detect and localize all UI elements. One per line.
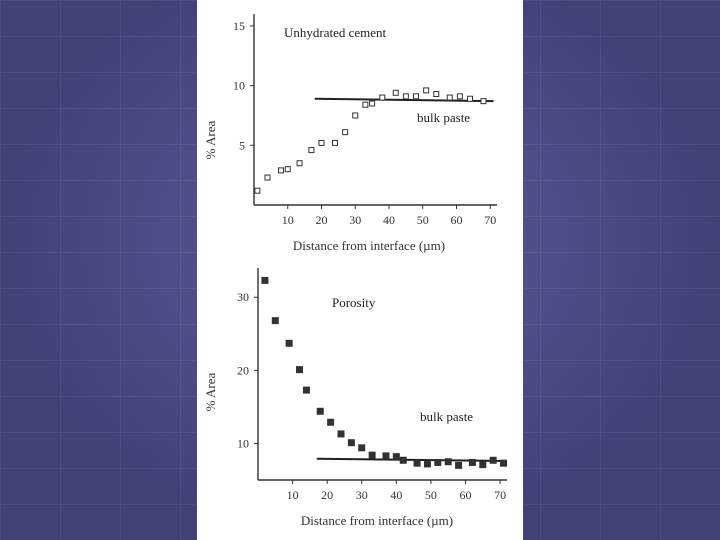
- unhydrated-cement-chart: 5 10 15 10 20 30 40 50 60 70 % Area Distance fro…: [203, 14, 497, 253]
- chart2-data-point: [423, 460, 431, 468]
- chart2-data-point: [316, 407, 324, 415]
- chart1-data-point: [402, 93, 409, 100]
- chart1-data-point: [296, 160, 303, 167]
- chart2-data-point: [347, 439, 355, 447]
- chart1-data-point: [480, 98, 487, 105]
- chart1-x-tick-label: 50: [417, 213, 429, 227]
- chart1-x-axis-label: Distance from interface (µm): [293, 238, 445, 253]
- chart2-x-tick-label: 70: [494, 488, 506, 502]
- chart2-x-ticks: 10 20 30 40 50 60 70: [287, 480, 506, 502]
- chart1-x-tick-label: 70: [484, 213, 496, 227]
- chart1-y-ticks: 5 10 15: [233, 19, 254, 152]
- chart1-data-points: [254, 87, 487, 194]
- chart2-x-tick-label: 60: [460, 488, 472, 502]
- chart1-data-point: [342, 129, 349, 136]
- chart1-data-point: [362, 101, 369, 108]
- chart2-data-point: [271, 317, 279, 325]
- chart2-x-tick-label: 10: [287, 488, 299, 502]
- chart2-data-point: [368, 451, 376, 459]
- chart2-y-axis-label: % Area: [203, 372, 218, 411]
- chart2-y-tick-label: 10: [237, 436, 249, 450]
- chart2-data-point: [296, 366, 303, 374]
- chart1-y-tick-label: 15: [233, 19, 245, 33]
- chart1-data-point: [352, 112, 359, 119]
- chart2-x-axis-label: Distance from interface (µm): [301, 513, 453, 528]
- chart2-data-point: [444, 458, 452, 466]
- chart1-data-point: [254, 187, 261, 194]
- chart1-data-point: [446, 94, 453, 101]
- chart2-data-point: [382, 452, 390, 460]
- chart1-y-tick-label: 5: [239, 138, 245, 152]
- chart1-data-point: [308, 147, 315, 154]
- chart2-data-point: [479, 461, 487, 469]
- chart1-data-point: [332, 139, 338, 146]
- chart1-x-ticks: 10 20 30 40 50 60 70: [282, 205, 496, 227]
- chart1-x-tick-label: 10: [282, 213, 294, 227]
- chart1-x-tick-label: 60: [451, 213, 463, 227]
- porosity-chart: 10 20 30 10 20 30 40 50 60 70 % Area Distance fr…: [203, 268, 508, 528]
- chart2-x-tick-label: 50: [425, 488, 437, 502]
- chart2-x-tick-label: 20: [321, 488, 333, 502]
- chart2-data-point: [413, 459, 421, 467]
- figure-canvas: 5 10 15 10 20 30 40 50 60 70 % Area Distance fro…: [203, 14, 508, 528]
- chart1-data-point: [413, 93, 419, 100]
- chart2-data-point: [489, 456, 497, 464]
- chart2-x-tick-label: 40: [390, 488, 402, 502]
- chart1-data-point: [379, 94, 386, 101]
- chart2-annotation: Porosity: [332, 295, 376, 310]
- chart1-data-point: [318, 139, 325, 146]
- chart1-annotation: Unhydrated cement: [284, 25, 387, 40]
- chart1-data-point: [264, 174, 271, 181]
- chart1-bulk-paste-line: [314, 97, 494, 103]
- chart2-data-point: [455, 461, 463, 469]
- chart1-data-point: [369, 100, 376, 107]
- chart2-bulk-paste-line: [316, 457, 508, 462]
- chart1-y-tick-label: 10: [233, 79, 245, 93]
- chart2-data-point: [399, 456, 407, 464]
- chart1-x-tick-label: 20: [316, 213, 328, 227]
- chart1-data-point: [392, 89, 399, 96]
- chart1-data-point: [467, 95, 473, 102]
- chart1-data-point: [456, 93, 463, 100]
- chart1-x-tick-label: 30: [349, 213, 361, 227]
- chart1-data-point: [278, 167, 284, 174]
- chart2-data-point: [468, 458, 476, 466]
- chart2-data-point: [337, 430, 345, 438]
- chart2-y-ticks: 10 20 30: [237, 290, 258, 450]
- chart1-y-axis-label: % Area: [203, 120, 218, 159]
- chart2-data-point: [434, 458, 442, 466]
- chart2-x-tick-label: 30: [356, 488, 368, 502]
- chart2-y-tick-label: 20: [237, 363, 249, 377]
- chart2-data-point: [358, 444, 366, 452]
- chart2-data-point: [285, 339, 293, 347]
- chart1-bulk-paste-label: bulk paste: [417, 110, 470, 125]
- chart2-data-points: [261, 276, 508, 469]
- chart2-data-point: [261, 276, 269, 284]
- chart2-y-tick-label: 30: [237, 290, 249, 304]
- chart2-axes: [257, 268, 507, 481]
- chart2-data-point: [327, 418, 335, 426]
- chart2-data-point: [302, 386, 310, 394]
- chart1-data-point: [284, 166, 291, 173]
- chart2-bulk-paste-label: bulk paste: [420, 409, 473, 424]
- chart2-data-point: [500, 459, 508, 467]
- chart1-data-point: [433, 90, 440, 97]
- chart1-data-point: [423, 87, 430, 94]
- chart2-data-point: [392, 453, 400, 461]
- chart1-x-tick-label: 40: [383, 213, 395, 227]
